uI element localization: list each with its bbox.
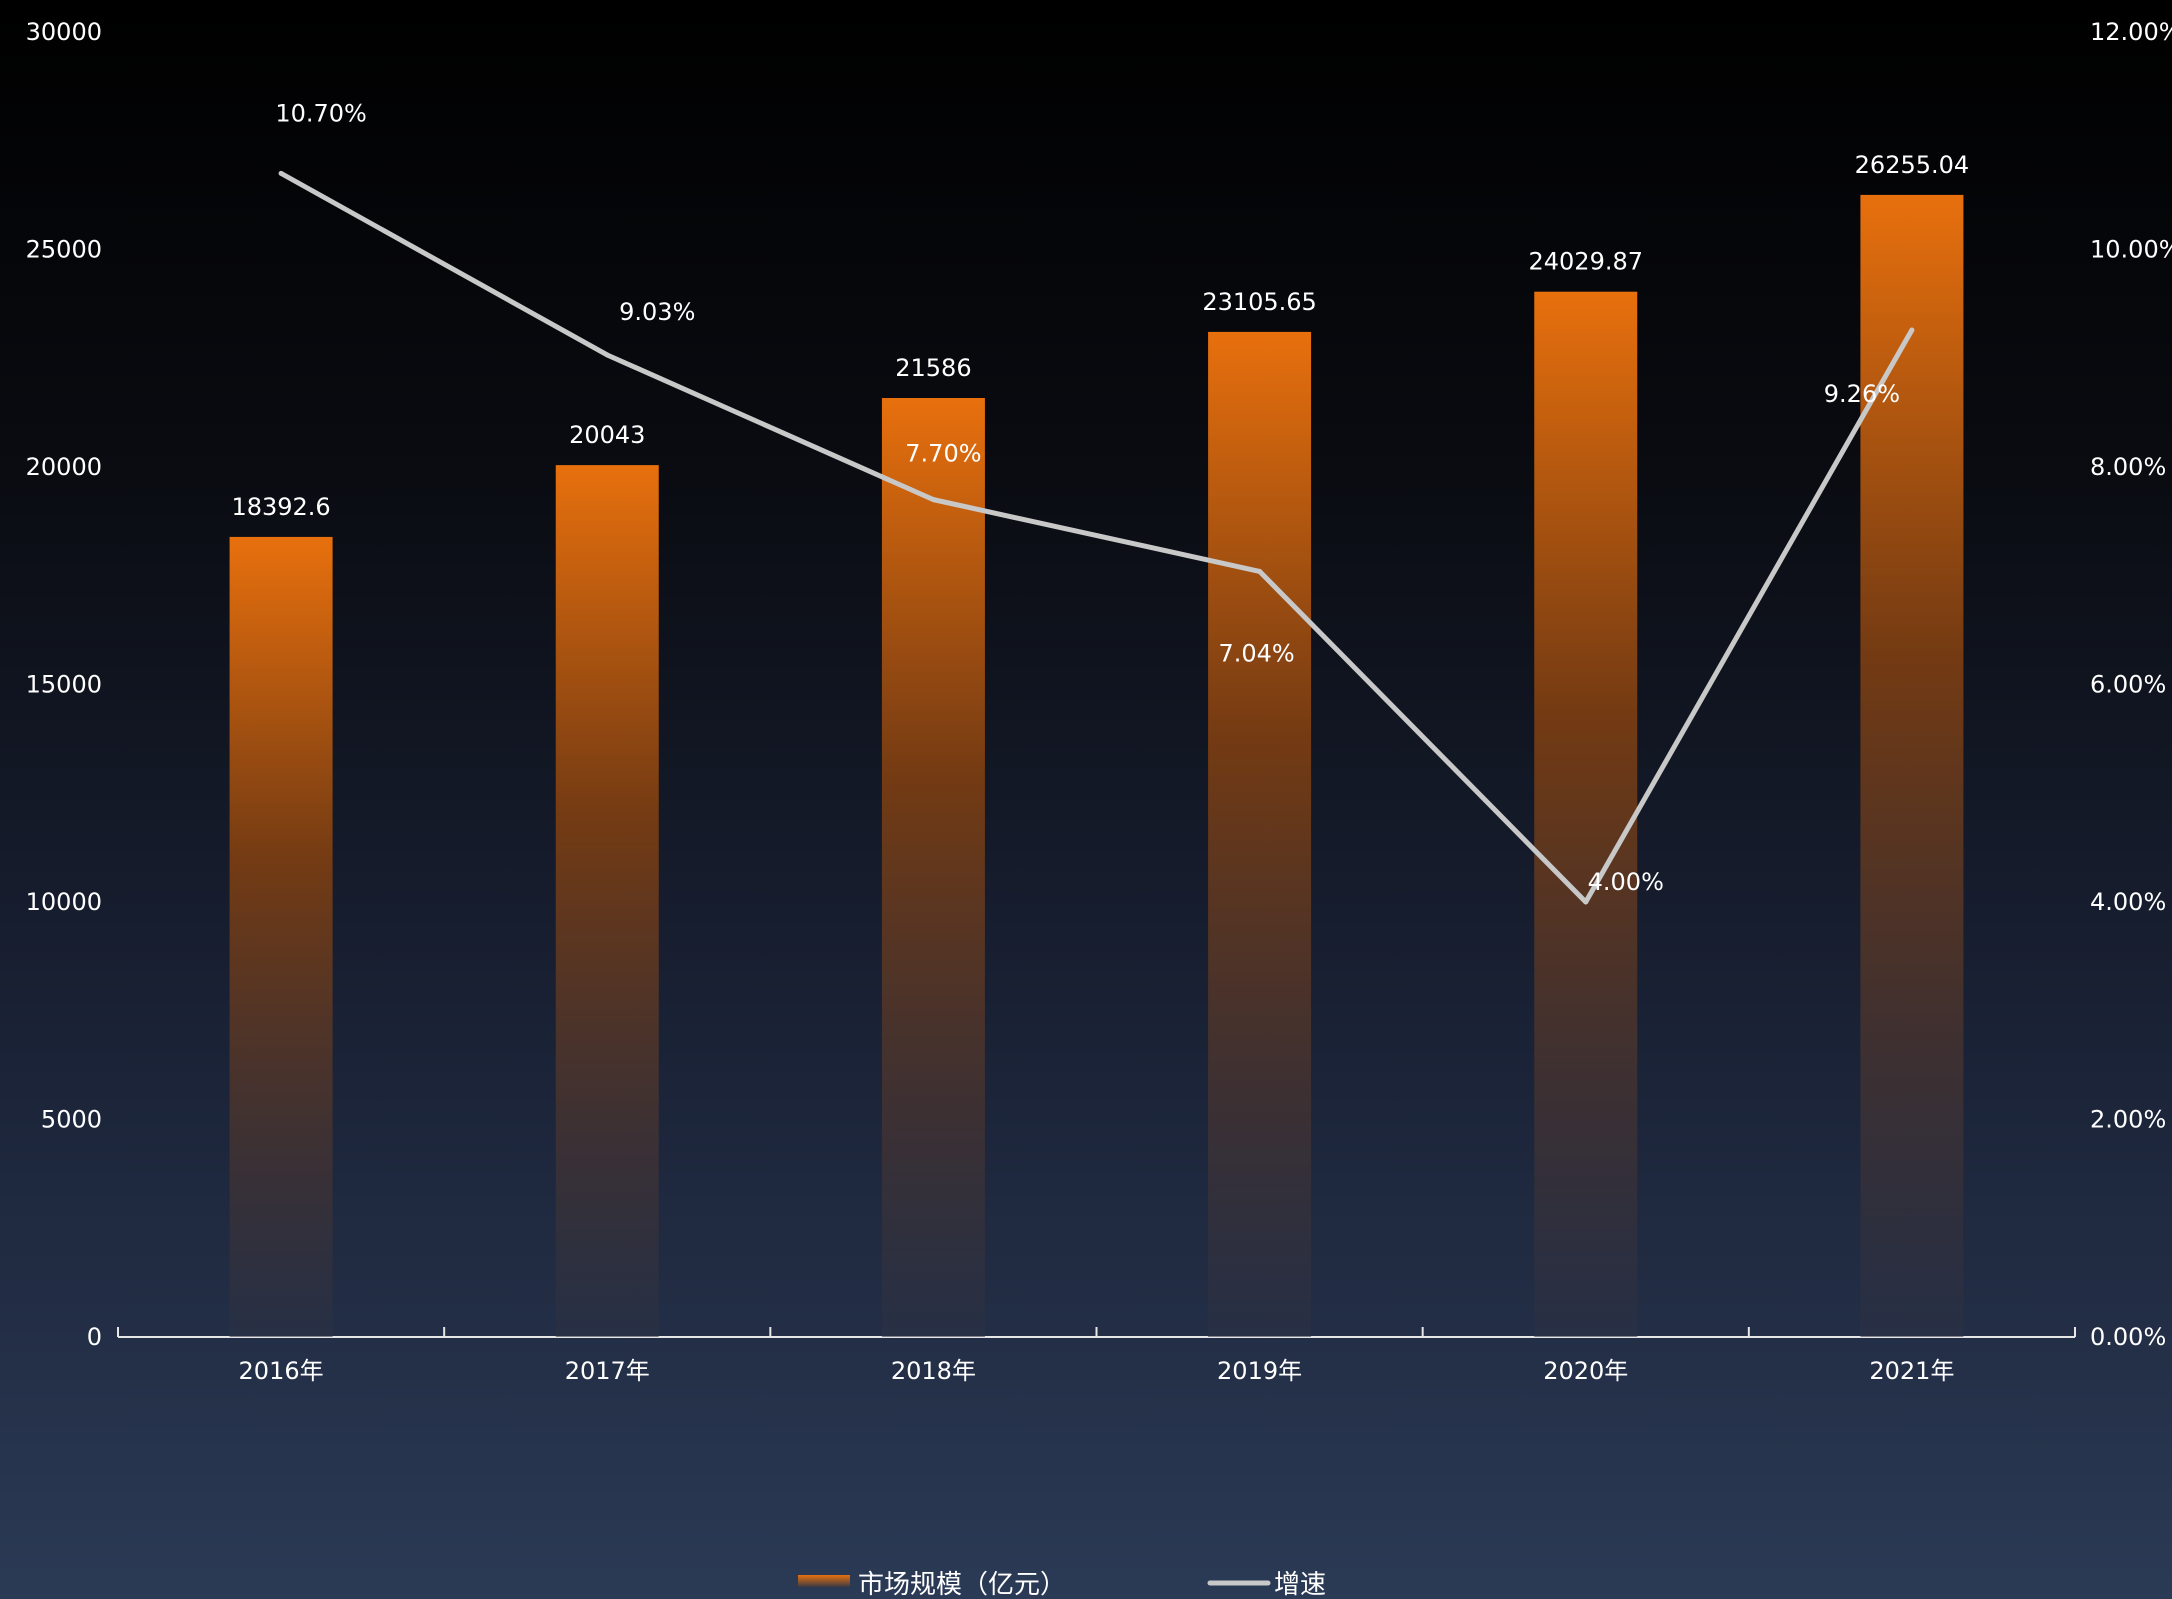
left-axis-tick-label: 30000 xyxy=(26,18,102,46)
x-axis-tick-label: 2020年 xyxy=(1543,1357,1628,1385)
line-series xyxy=(278,170,1915,905)
line-data-labels: 10.70% 9.03% 7.70% 7.04% 4.00% 9.26% xyxy=(275,99,1900,896)
legend: 市场规模（亿元） 增速 xyxy=(798,1570,1326,1599)
line-data-label: 7.04% xyxy=(1218,639,1294,667)
bar xyxy=(1860,194,1964,1337)
right-y-axis: 0.00% 2.00% 4.00% 6.00% 8.00% 10.00% 12.00% xyxy=(2090,18,2172,1351)
x-axis-tick-label: 2016年 xyxy=(239,1357,324,1385)
bar-data-label: 21586 xyxy=(895,354,971,382)
right-axis-tick-label: 12.00% xyxy=(2090,18,2172,46)
line-data-label: 9.26% xyxy=(1824,380,1900,408)
bar-data-labels: 18392.6 20043 21586 23105.65 24029.87 26255.0… xyxy=(231,151,1969,521)
line-path xyxy=(279,171,1915,905)
bar-data-label: 20043 xyxy=(569,421,645,449)
line-point xyxy=(1583,899,1589,905)
left-axis-tick-label: 5000 xyxy=(41,1106,102,1134)
bar-data-label: 18392.6 xyxy=(231,493,330,521)
line-data-label: 9.03% xyxy=(619,298,695,326)
legend-bar-swatch xyxy=(798,1575,850,1587)
left-axis-tick-label: 25000 xyxy=(26,236,102,264)
right-axis-tick-label: 2.00% xyxy=(2090,1106,2166,1134)
x-axis: 2016年 2017年 2018年 2019年 2020年 2021年 xyxy=(117,1327,2076,1385)
line-point xyxy=(278,170,284,176)
left-axis-tick-label: 10000 xyxy=(26,888,102,916)
bar-data-label: 24029.87 xyxy=(1528,248,1643,276)
line-point xyxy=(604,352,610,358)
x-axis-tick-label: 2017年 xyxy=(565,1357,650,1385)
right-axis-tick-label: 0.00% xyxy=(2090,1323,2166,1351)
legend-bar-label: 市场规模（亿元） xyxy=(858,1570,1066,1599)
legend-line-label: 增速 xyxy=(1274,1570,1326,1599)
bar xyxy=(555,465,659,1337)
line-point xyxy=(930,497,936,503)
bar xyxy=(881,398,985,1337)
right-axis-tick-label: 6.00% xyxy=(2090,671,2166,699)
left-axis-tick-label: 20000 xyxy=(26,453,102,481)
bar-data-label: 23105.65 xyxy=(1202,288,1317,316)
left-axis-tick-label: 0 xyxy=(87,1323,102,1351)
bar xyxy=(1534,291,1638,1337)
line-data-label: 7.70% xyxy=(905,440,981,468)
right-axis-tick-label: 4.00% xyxy=(2090,888,2166,916)
bar xyxy=(229,536,333,1337)
bar-series xyxy=(229,194,1964,1337)
right-axis-tick-label: 10.00% xyxy=(2090,236,2172,264)
x-axis-tick-label: 2018年 xyxy=(891,1357,976,1385)
bar-data-label: 26255.04 xyxy=(1855,151,1970,179)
line-data-label: 4.00% xyxy=(1588,868,1664,896)
line-data-label: 10.70% xyxy=(275,99,367,127)
line-point xyxy=(1257,568,1263,574)
left-axis-tick-label: 15000 xyxy=(26,671,102,699)
left-y-axis: 0 5000 10000 15000 20000 25000 30000 xyxy=(26,18,102,1351)
bar xyxy=(1208,331,1312,1337)
right-axis-tick-label: 8.00% xyxy=(2090,453,2166,481)
line-point xyxy=(1909,327,1915,333)
x-axis-tick-label: 2021年 xyxy=(1869,1357,1954,1385)
x-axis-tick-label: 2019年 xyxy=(1217,1357,1302,1385)
